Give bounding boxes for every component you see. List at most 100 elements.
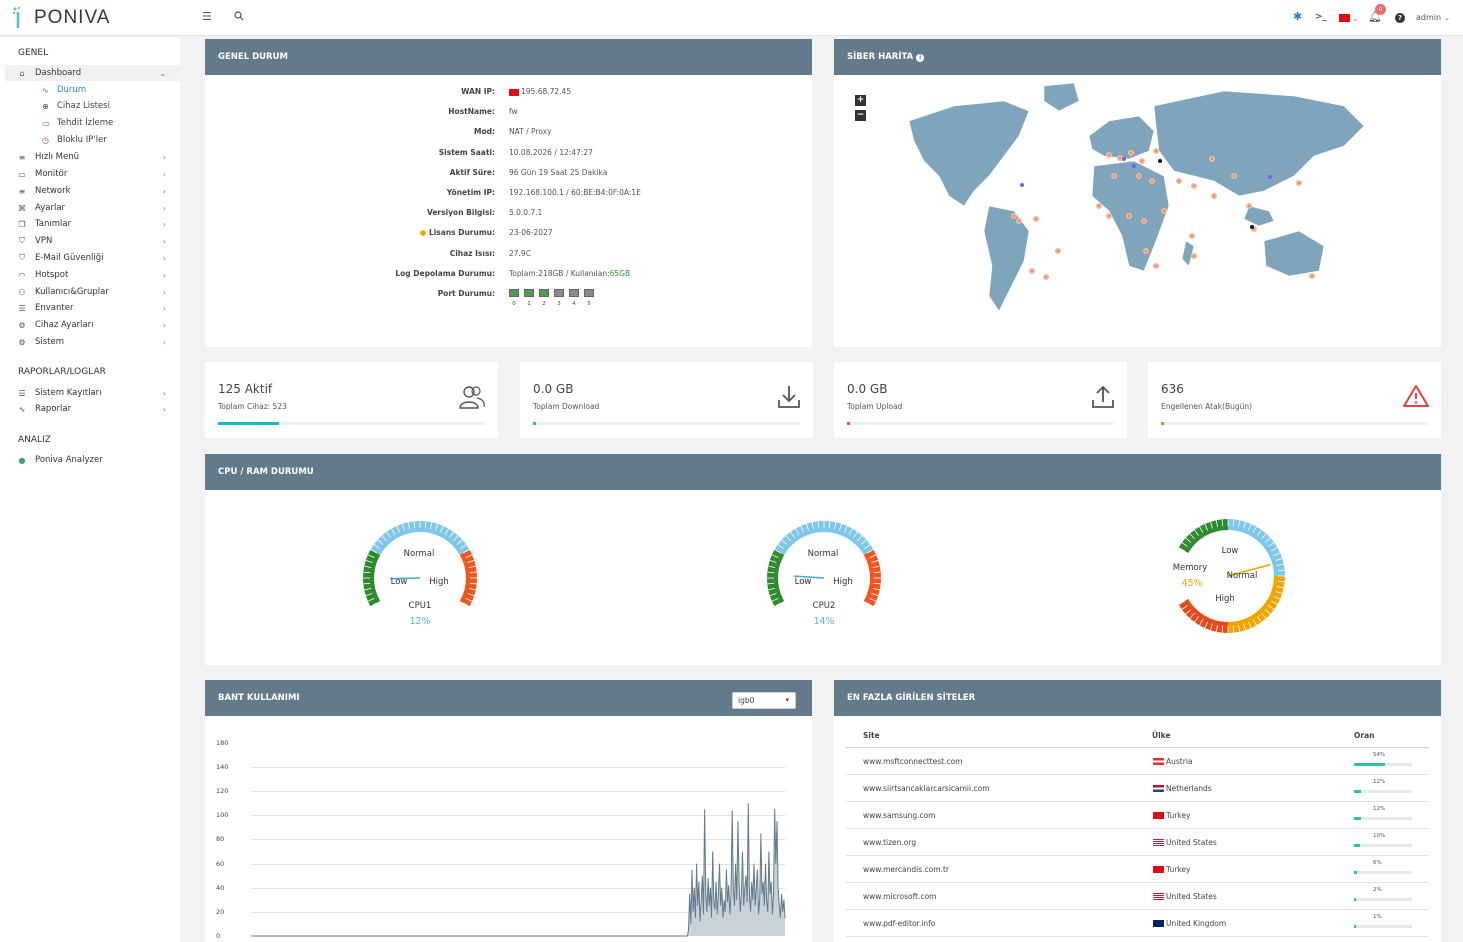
site-cell[interactable]: www.pdf-editor.info <box>863 919 936 928</box>
gauge-tick <box>1232 519 1235 527</box>
sidebar-item-cihaz-ayarlari[interactable]: ⚙ Cihaz Ayarları › <box>5 317 180 333</box>
gauge-tick <box>370 549 377 554</box>
section-analiz: ANALIZ <box>18 435 51 445</box>
gauge-cpu1-low-label: Low <box>390 577 408 587</box>
sidebar-item-monitor[interactable]: ▭ Monitör › <box>5 166 180 182</box>
gauge-tick <box>367 554 375 559</box>
gauge-tick <box>848 528 853 535</box>
info-key: ● Lisans Durumu: <box>420 228 495 237</box>
table-row[interactable]: www.siirtsancaklarcarsicamii.com Netherla… <box>846 775 1429 802</box>
gauge-tick <box>453 535 459 542</box>
download-icon <box>777 384 801 416</box>
cpu-ram-panel: CPU / RAM DURUMU <box>205 454 1441 665</box>
search-icon[interactable] <box>234 11 244 24</box>
sidebar-item-hotspot[interactable]: ◠ Hotspot › <box>5 267 180 283</box>
table-row[interactable]: www.samsung.com Turkey 12% <box>846 802 1429 829</box>
gauge-tick <box>1221 519 1224 527</box>
sidebar-item-label: Tanımlar <box>35 219 72 229</box>
menu-toggle-icon[interactable]: ☰ <box>202 10 212 23</box>
sidebar-item-label: Network <box>35 186 71 196</box>
bug-icon[interactable]: ✱ <box>1293 10 1303 23</box>
language-flag-icon[interactable]: ⌄ <box>1339 12 1358 25</box>
sidebar-item-network[interactable]: ≡ Network › <box>5 183 180 199</box>
gauge-tick <box>1185 537 1192 543</box>
sidebar-item-label: Cihaz Ayarları <box>35 320 94 330</box>
stat-progress-bar <box>1161 422 1428 425</box>
gauge-tick <box>769 593 777 596</box>
table-row[interactable]: www.msftconnecttest.com Austria 54% <box>846 748 1429 775</box>
table-row[interactable]: www.tizen.org United States 10% <box>846 829 1429 856</box>
chevron-right-icon: › <box>162 320 166 330</box>
site-cell[interactable]: www.mercandis.com.tr <box>863 865 949 874</box>
sidebar-item-kullanici-gruplar[interactable]: ⚇ Kullanıcı&Gruplar › <box>5 284 180 300</box>
table-row[interactable]: www.pdf-editor.info United Kingdom 1% <box>846 910 1429 937</box>
gauge-tick <box>843 525 848 533</box>
sidebar-sub-cihaz-listesi[interactable]: ⊕ Cihaz Listesi <box>42 101 110 111</box>
rate-label: 6% <box>1373 860 1382 866</box>
y-axis-tick-label: 20 <box>216 908 225 916</box>
sidebar-sub-bloklu-ip[interactable]: ◷ Bloklu IP'ler <box>42 135 107 145</box>
rate-bar-fill <box>1354 871 1358 874</box>
gauge-tick <box>456 539 463 545</box>
user-menu[interactable]: admin ⌄ <box>1416 13 1451 22</box>
sidebar-sub-durum[interactable]: ∿ Durum <box>42 85 86 95</box>
gauge-memory-low-band <box>1178 519 1228 553</box>
sidebar-item-email-guvenligi[interactable]: ⛉ E-Mail Güvenliği › <box>5 250 180 266</box>
gauge-tick <box>413 521 416 529</box>
site-cell[interactable]: www.microsoft.com <box>863 892 937 901</box>
site-cell[interactable]: www.siirtsancaklarcarsicamii.com <box>863 784 990 793</box>
gauge-cpu2-low-band <box>767 549 785 607</box>
zoom-out-button[interactable]: − <box>855 110 866 121</box>
info-icon[interactable]: i <box>916 54 925 62</box>
poniva-logo[interactable]: PONIVA <box>12 4 110 32</box>
table-row[interactable]: www.microsoft.com United States 2% <box>846 883 1429 910</box>
rate-bar <box>1354 844 1412 847</box>
site-cell[interactable]: www.tizen.org <box>863 838 917 847</box>
stat-progress-fill <box>847 422 850 425</box>
sidebar-item-envanter[interactable]: ☰ Envanter › <box>5 300 180 316</box>
panel-title: CPU / RAM DURUMU <box>205 454 1441 490</box>
interface-select[interactable]: igb0 ▾ <box>732 692 796 709</box>
sidebar-item-ayarlar[interactable]: ⌘ Ayarlar › <box>5 200 180 216</box>
site-cell[interactable]: www.msftconnecttest.com <box>863 757 963 766</box>
sidebar-item-poniva-analyzer[interactable]: ● Poniva Analyzer <box>5 452 180 468</box>
gauge-tick <box>873 571 881 574</box>
gauge-tick <box>1232 625 1235 633</box>
gauge-cpu2-normal-label: Normal <box>807 549 839 559</box>
gauge-cpu2-name: CPU2 <box>812 601 836 611</box>
port-item: 1 <box>524 289 534 307</box>
info-value: 27.9C <box>509 249 531 258</box>
help-icon[interactable]: ? <box>1395 11 1405 23</box>
sidebar-item-sistem-kayitlari[interactable]: ☰ Sistem Kayıtları › <box>5 385 180 401</box>
sidebar-item-dashboard[interactable]: ⌂ Dashboard ⌄ <box>5 65 180 81</box>
table-row[interactable]: www.mercandis.com.tr Turkey 6% <box>846 856 1429 883</box>
country-name: Netherlands <box>1166 784 1212 793</box>
list-icon: ≡ <box>18 152 26 162</box>
info-row-cihaz-isisi: Cihaz Isısı: 27.9C <box>205 249 805 263</box>
gauge-cpu2-normal-band <box>774 521 874 555</box>
gauge-tick <box>771 597 779 602</box>
stat-progress-fill <box>533 422 536 425</box>
rate-bar <box>1354 898 1412 901</box>
sidebar-item-hizli-menu[interactable]: ≡ Hızlı Menü › <box>5 149 180 165</box>
world-map[interactable] <box>894 81 1374 321</box>
chevron-right-icon: › <box>162 253 166 263</box>
port-item: 5 <box>584 289 594 307</box>
globe-icon: ⊕ <box>42 101 49 111</box>
terminal-icon[interactable]: >_ <box>1315 12 1328 22</box>
sidebar-item-raporlar[interactable]: ∿ Raporlar › <box>5 401 180 417</box>
panel-title: GENEL DURUM <box>205 39 812 75</box>
gauge-tick <box>465 554 473 559</box>
site-cell[interactable]: www.samsung.com <box>863 811 936 820</box>
gauge-tick <box>1273 552 1281 557</box>
gauge-tick <box>367 597 375 602</box>
sidebar-item-vpn[interactable]: ⛉ VPN › <box>5 233 180 249</box>
sidebar-item-tanimlar[interactable]: ❐ Tanımlar › <box>5 216 180 232</box>
rate-bar-fill <box>1354 817 1361 820</box>
zoom-in-button[interactable]: + <box>855 95 866 106</box>
sidebar-item-sistem[interactable]: ⚙ Sistem › <box>5 334 180 350</box>
port-item: 2 <box>539 289 549 307</box>
gauge-tick <box>867 602 874 607</box>
sidebar-sub-tehdit-izleme[interactable]: ▭ Tehdit İzleme <box>42 118 113 128</box>
gridline <box>251 839 785 840</box>
